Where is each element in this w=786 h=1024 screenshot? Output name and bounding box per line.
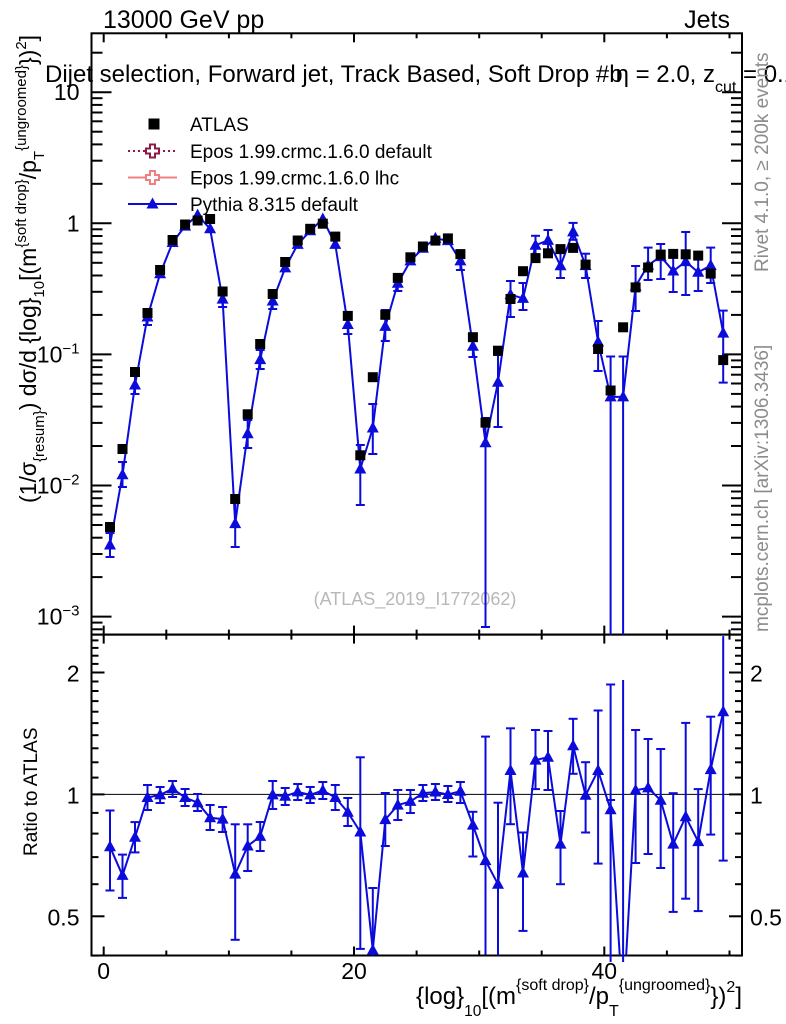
svg-text:40: 40 — [592, 958, 618, 984]
svg-text:20: 20 — [341, 958, 367, 984]
svg-text:1: 1 — [750, 782, 763, 808]
svg-text:Epos 1.99.crmc.1.6.0 lhc: Epos 1.99.crmc.1.6.0 lhc — [190, 169, 399, 190]
svg-text:10: 10 — [54, 79, 80, 105]
svg-text:mcplots.cern.ch [arXiv:1306.34: mcplots.cern.ch [arXiv:1306.3436] — [752, 345, 773, 632]
svg-text:0: 0 — [97, 958, 110, 984]
svg-text:Rivet 4.1.0, ≥ 200k events: Rivet 4.1.0, ≥ 200k events — [752, 52, 773, 272]
svg-text:1: 1 — [67, 782, 80, 808]
svg-text:0.5: 0.5 — [750, 904, 782, 930]
svg-text:2: 2 — [750, 660, 763, 686]
svg-text:Epos 1.99.crmc.1.6.0 default: Epos 1.99.crmc.1.6.0 default — [190, 142, 433, 163]
svg-text:2: 2 — [67, 660, 80, 686]
svg-text:13000 GeV pp: 13000 GeV pp — [103, 6, 264, 34]
svg-text:Ratio to ATLAS: Ratio to ATLAS — [21, 728, 42, 857]
svg-text:0.5: 0.5 — [48, 904, 80, 930]
svg-text:(ATLAS_2019_I1772062): (ATLAS_2019_I1772062) — [314, 589, 517, 610]
svg-text:Pythia 8.315 default: Pythia 8.315 default — [190, 195, 359, 216]
svg-text:1: 1 — [67, 210, 80, 236]
svg-text:Jets: Jets — [684, 6, 730, 34]
svg-text:ATLAS: ATLAS — [190, 115, 249, 136]
